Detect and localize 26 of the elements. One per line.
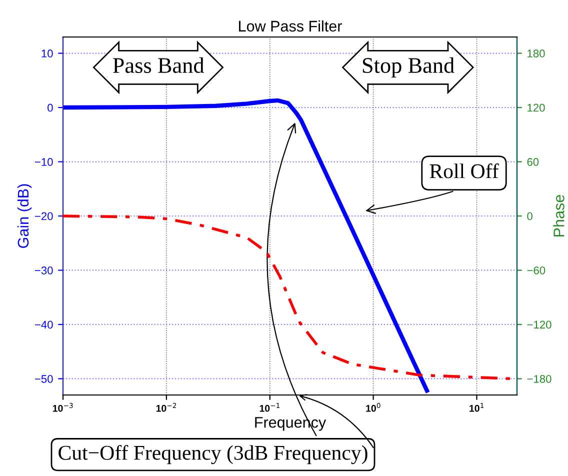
x-tick-label: 10$^{0}$ (366, 402, 380, 412)
x-tick-label: 10$^{−2}$ (156, 402, 176, 412)
y2-tick-label: −120 (527, 320, 552, 329)
annotation: Roll Off (430, 163, 499, 178)
y2-tick-label: 60 (527, 158, 539, 166)
chart-title: Low Pass Filter (239, 20, 342, 32)
x-tick-label: 10$^{−3}$ (52, 402, 73, 412)
annotation: Stop Band (362, 57, 454, 78)
x-tick-label: 10$^{1}$ (470, 403, 484, 412)
y2-tick-label: 120 (528, 104, 545, 112)
x-tick-label: 10$^{−1}$ (260, 403, 280, 412)
y-tick-label: −10 (34, 158, 53, 166)
y2-tick-label: −180 (527, 374, 552, 383)
y-tick-label: −20 (34, 212, 53, 220)
y-axis-title: Gain (dB) (17, 184, 32, 248)
y-tick-label: 0 (48, 104, 53, 112)
y-tick-label: 10 (42, 50, 53, 58)
y2-axis-title: Phase (553, 195, 564, 236)
y2-tick-label: 180 (528, 50, 545, 58)
annotation: Cut−Off Frequency (3dB Frequency) (58, 445, 368, 464)
y2-tick-label: 0 (527, 212, 532, 220)
y-tick-label: −30 (34, 266, 53, 274)
annotation: Pass Band (112, 57, 204, 73)
y-tick-label: −40 (34, 320, 53, 329)
y2-tick-label: −60 (527, 266, 546, 274)
y-tick-label: −50 (34, 374, 53, 383)
